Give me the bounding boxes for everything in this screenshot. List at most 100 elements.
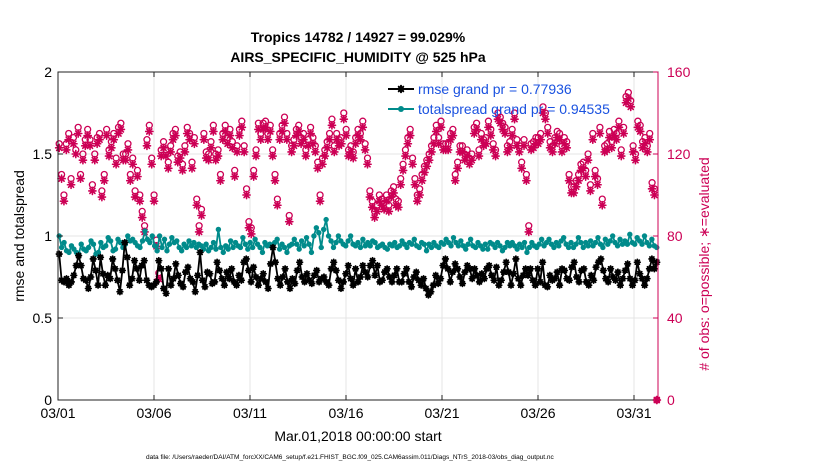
- rmse-point: [266, 260, 275, 268]
- spread-point: [174, 238, 180, 244]
- rmse-point: [439, 261, 447, 270]
- rmse-point: [410, 273, 418, 281]
- evaluated-point: [396, 180, 406, 190]
- rmse-point: [223, 268, 231, 276]
- rmse-point: [283, 278, 292, 286]
- rmse-point: [529, 276, 537, 284]
- spread-point: [617, 236, 623, 242]
- spread-point: [323, 216, 329, 223]
- evaluated-point: [621, 98, 631, 108]
- evaluated-point: [66, 180, 76, 190]
- spread-point: [568, 239, 574, 246]
- rmse-point: [517, 281, 525, 289]
- evaluated-point: [436, 122, 446, 132]
- rmse-point: [451, 260, 459, 268]
- rmse-point: [504, 268, 513, 276]
- evaluated-point: [78, 155, 88, 165]
- rmse-point: [575, 278, 583, 286]
- evaluated-point: [57, 174, 66, 183]
- rmse-point: [167, 281, 175, 289]
- spread-point: [556, 243, 562, 249]
- rmse-point: [359, 261, 367, 270]
- rmse-point: [519, 271, 527, 280]
- evaluated-point: [486, 131, 496, 140]
- rmse-point: [631, 276, 639, 284]
- evaluated-point: [559, 139, 569, 149]
- rmse-point: [135, 276, 144, 284]
- spread-point: [247, 239, 253, 246]
- evaluated-point: [382, 196, 391, 206]
- spread-point: [215, 226, 222, 233]
- rmse-point: [483, 265, 491, 273]
- rmse-point: [237, 276, 246, 284]
- spread-point: [524, 249, 530, 256]
- evaluated-point: [102, 131, 112, 140]
- evaluated-point: [434, 139, 444, 149]
- evaluated-point: [564, 176, 574, 186]
- evaluated-point: [287, 147, 297, 157]
- rmse-point: [303, 270, 311, 278]
- rmse-point: [322, 278, 331, 286]
- evaluated-point: [510, 114, 519, 124]
- rmse-point: [449, 268, 457, 276]
- spread-point: [225, 246, 231, 252]
- spread-point: [384, 246, 391, 252]
- evaluated-point: [175, 153, 185, 163]
- rmse-point: [220, 281, 229, 289]
- rmse-point: [300, 278, 309, 286]
- rmse-point: [407, 283, 416, 291]
- rmse-point: [512, 255, 520, 263]
- rmse-point: [138, 261, 146, 270]
- evaluated-point: [619, 129, 629, 138]
- rmse-point: [636, 270, 644, 278]
- evaluated-point: [462, 151, 472, 161]
- spread-point: [203, 241, 209, 247]
- footnote: data file: /Users/raeder/DAI/ATM_forcXX/…: [146, 454, 555, 461]
- evaluated-point: [261, 122, 270, 132]
- rmse-point: [334, 276, 343, 284]
- evaluated-point: [337, 139, 346, 149]
- rmse-point: [106, 274, 114, 283]
- rmse-point: [312, 266, 321, 275]
- evaluated-point: [358, 122, 368, 132]
- spread-point: [237, 244, 244, 251]
- rmse-point: [398, 278, 406, 286]
- spread-point: [502, 244, 508, 251]
- spread-point: [428, 244, 435, 251]
- evaluated-point: [180, 147, 190, 157]
- evaluated-point: [540, 114, 550, 124]
- evaluated-point: [474, 151, 484, 161]
- spread-point: [259, 249, 266, 256]
- evaluated-point: [469, 129, 479, 138]
- evaluated-point: [275, 135, 285, 145]
- spread-point: [343, 243, 349, 249]
- rmse-point: [179, 283, 187, 291]
- rmse-point: [291, 279, 299, 288]
- spread-point: [580, 244, 586, 251]
- evaluated-point: [270, 176, 280, 186]
- evaluated-point: [642, 147, 652, 157]
- rmse-point: [521, 265, 530, 273]
- rmse-point: [514, 274, 523, 283]
- rmse-point: [67, 278, 76, 286]
- rmse-point: [118, 266, 127, 275]
- evaluated-point: [339, 114, 349, 124]
- rmse-point: [475, 278, 484, 286]
- evaluated-point: [614, 122, 624, 132]
- evaluated-point: [171, 131, 180, 140]
- evaluated-point: [341, 131, 351, 140]
- spread-point: [575, 234, 582, 241]
- rmse-point: [227, 265, 236, 273]
- evaluated-point: [503, 147, 512, 157]
- evaluated-point: [548, 147, 557, 157]
- evaluated-point: [80, 141, 90, 151]
- evaluated-point: [327, 120, 337, 130]
- evaluated-point: [192, 200, 202, 210]
- rmse-point: [543, 283, 552, 291]
- evaluated-point: [116, 125, 126, 134]
- evaluated-point: [95, 135, 104, 145]
- evaluated-point: [595, 129, 605, 138]
- rmse-point: [140, 256, 148, 265]
- rmse-point: [121, 238, 129, 247]
- rmse-point: [150, 281, 158, 289]
